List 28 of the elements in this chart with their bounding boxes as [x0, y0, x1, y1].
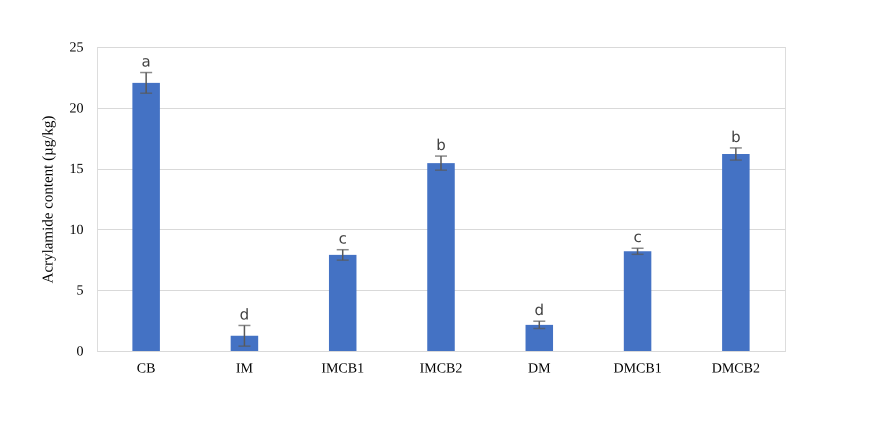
- y-tick-label: 10: [70, 222, 84, 238]
- bar: [526, 324, 554, 351]
- y-tick-label: 5: [76, 284, 84, 299]
- x-tick-label: DMCB1: [613, 362, 662, 376]
- annotation: d: [534, 301, 544, 320]
- annotation: b: [731, 128, 741, 146]
- x-tick-label: DMCB2: [712, 362, 760, 376]
- bar: [624, 251, 652, 351]
- bar: [427, 163, 455, 351]
- y-tick-label: 20: [70, 101, 84, 116]
- annotation: c: [633, 228, 642, 246]
- x-tick-label: CB: [136, 362, 156, 376]
- x-tick-label: DM: [528, 362, 552, 376]
- y-tick-label: 15: [70, 162, 84, 178]
- y-tick-label: 0: [76, 344, 84, 360]
- x-tick-label: IMCB1: [321, 362, 364, 376]
- bar: [132, 82, 160, 351]
- annotation: c: [338, 230, 347, 248]
- annotation: a: [142, 52, 151, 71]
- bar: [230, 336, 258, 351]
- bar: [722, 154, 750, 351]
- y-axis-title: Acrylamide content (µg/kg): [40, 116, 56, 284]
- x-tick-label: IMCB2: [420, 362, 462, 376]
- bar: [328, 254, 356, 351]
- annotation: b: [436, 136, 446, 154]
- annotation: d: [240, 305, 250, 324]
- y-tick-label: 25: [70, 40, 84, 56]
- x-tick-label: IM: [236, 362, 254, 376]
